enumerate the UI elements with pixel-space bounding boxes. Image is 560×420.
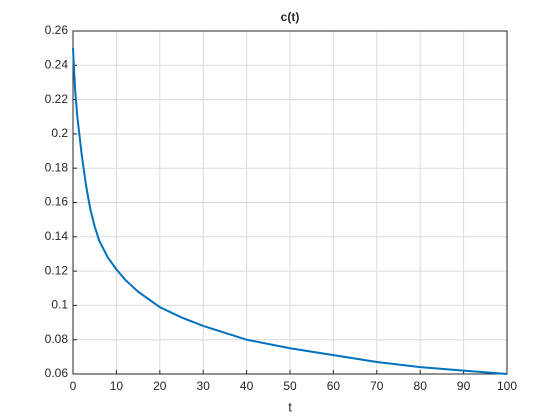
- x-axis-label: t: [288, 399, 292, 414]
- y-tick-label: 0.1: [51, 298, 68, 312]
- y-tick-label: 0.06: [45, 366, 69, 380]
- y-tick-label: 0.18: [45, 160, 69, 174]
- x-tick-label: 50: [283, 379, 297, 393]
- y-tick-label: 0.24: [45, 57, 69, 71]
- y-tick-label: 0.14: [45, 229, 69, 243]
- axes-box: [72, 30, 508, 375]
- y-tick-label: 0.12: [45, 263, 69, 277]
- y-tick-label: 0.22: [45, 92, 69, 106]
- x-tick-label: 70: [370, 379, 384, 393]
- y-tick-label: 0.26: [45, 23, 69, 37]
- x-tick-label: 30: [197, 379, 211, 393]
- x-tick-label: 20: [153, 379, 167, 393]
- x-tick-label: 80: [414, 379, 428, 393]
- chart-title: c(t): [281, 10, 300, 24]
- x-tick-label: 0: [70, 379, 77, 393]
- y-tick-label: 0.2: [51, 126, 68, 140]
- x-tick-label: 100: [497, 379, 517, 393]
- x-tick-label: 40: [240, 379, 254, 393]
- line-series: [72, 48, 508, 375]
- x-tick-label: 90: [457, 379, 471, 393]
- y-tick-label: 0.08: [45, 332, 69, 346]
- x-tick-label: 60: [327, 379, 341, 393]
- y-tick-label: 0.16: [45, 195, 69, 209]
- x-tick-label: 10: [110, 379, 124, 393]
